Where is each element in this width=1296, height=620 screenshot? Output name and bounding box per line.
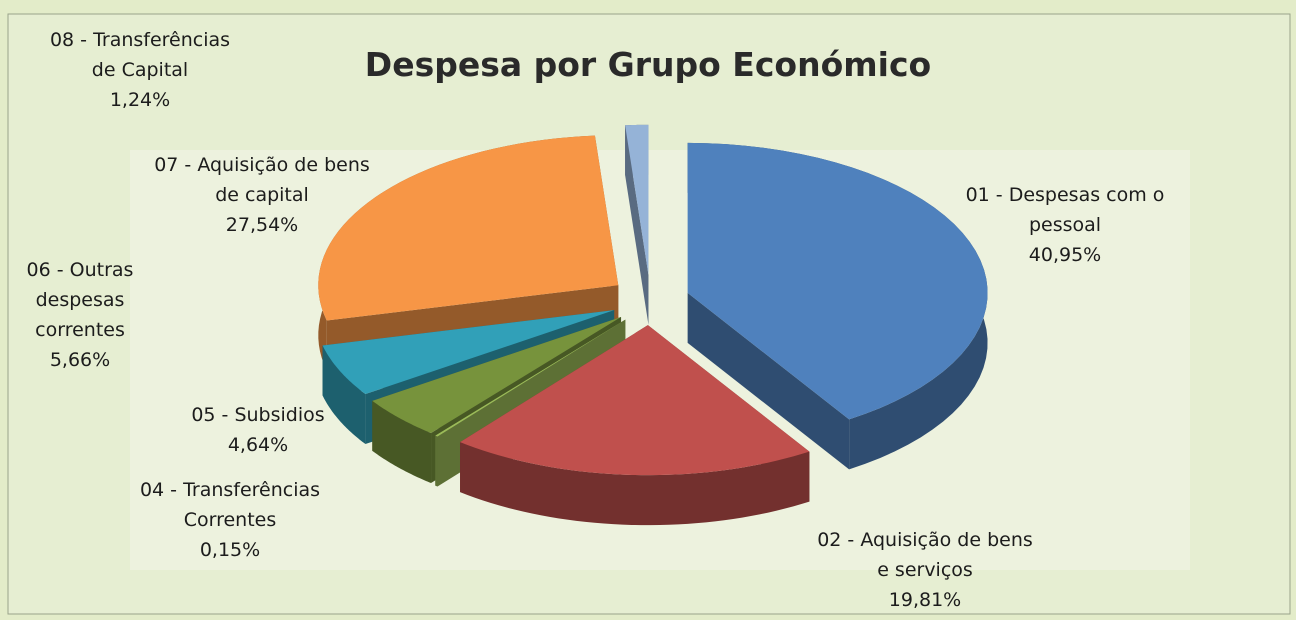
slice-side [322,345,366,445]
data-label: 01 - Despesas com o pessoal 40,95% [950,180,1180,270]
category-label: 06 - Outras despesas correntes [26,259,134,341]
data-label: 06 - Outras despesas correntes 5,66% [5,255,155,375]
slice [435,319,626,437]
value-label: 0,15% [199,539,261,561]
category-label: 07 - Aquisição de bens de capital [154,154,370,206]
data-label: 07 - Aquisição de bens de capital 27,54% [147,150,377,240]
value-label: 27,54% [225,214,299,236]
category-label: 01 - Despesas com o pessoal [965,184,1165,236]
slice [322,310,615,395]
slice-side [625,125,649,325]
slice-side [372,400,432,484]
slice [687,142,988,420]
data-label: 05 - Subsidios 4,64% [158,400,358,460]
data-label: 02 - Aquisição de bens e serviços 19,81% [810,525,1040,615]
slice [372,316,622,434]
slice-side [460,442,810,526]
value-label: 19,81% [888,589,962,611]
value-label: 1,24% [109,89,171,111]
data-label: 08 - Transferências de Capital 1,24% [40,25,240,115]
category-label: 02 - Aquisição de bens e serviços [817,529,1033,581]
slice [625,124,649,275]
slice-side [435,435,438,487]
slice-side [687,292,850,470]
category-label: 04 - Transferências Correntes [139,479,321,531]
category-label: 08 - Transferências de Capital [49,29,231,81]
pie [318,124,988,526]
value-label: 5,66% [49,349,111,371]
slice [460,325,810,476]
slice [318,135,619,321]
value-label: 40,95% [1028,244,1102,266]
value-label: 4,64% [227,434,289,456]
category-label: 05 - Subsidios [191,404,325,426]
chart-title: Despesa por Grupo Económico [364,45,932,84]
data-label: 04 - Transferências Correntes 0,15% [115,475,345,565]
